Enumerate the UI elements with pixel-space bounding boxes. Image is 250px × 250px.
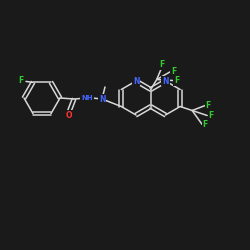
Text: N: N — [162, 76, 169, 86]
Text: O: O — [66, 110, 72, 120]
Text: F: F — [174, 76, 179, 85]
Text: F: F — [18, 76, 24, 85]
Text: N: N — [99, 94, 105, 104]
Text: F: F — [206, 101, 211, 110]
Text: NH: NH — [81, 95, 93, 101]
Text: F: F — [208, 111, 214, 120]
Text: N: N — [133, 76, 139, 86]
Text: F: F — [171, 67, 176, 76]
Text: F: F — [159, 60, 164, 69]
Text: F: F — [202, 120, 208, 129]
